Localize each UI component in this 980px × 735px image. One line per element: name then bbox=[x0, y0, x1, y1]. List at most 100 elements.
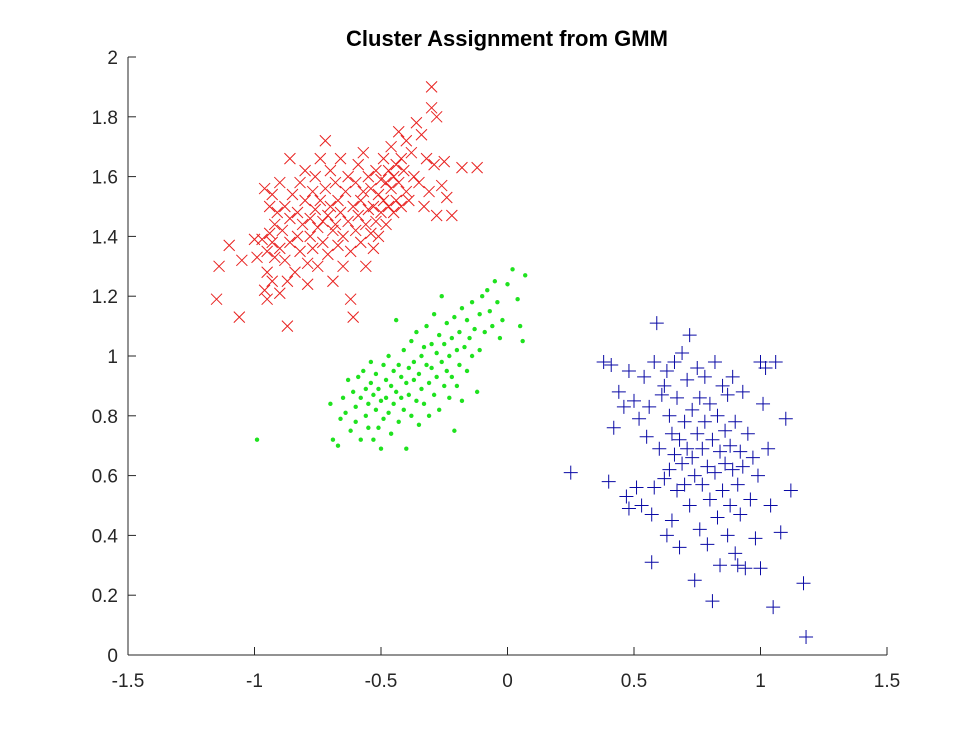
x-marker-point bbox=[261, 293, 274, 306]
x-marker-point bbox=[316, 215, 329, 228]
dot-marker-point bbox=[404, 380, 409, 386]
x-marker-point bbox=[334, 152, 347, 165]
dot-marker-point bbox=[396, 419, 401, 424]
plus-marker-point bbox=[649, 316, 664, 331]
x-marker-point bbox=[258, 284, 271, 297]
x-marker-point bbox=[289, 266, 301, 279]
plus-marker-point bbox=[763, 498, 778, 513]
x-marker-point bbox=[311, 221, 324, 234]
x-marker-point bbox=[306, 242, 319, 255]
x-marker-point bbox=[405, 146, 418, 159]
plus-marker-point bbox=[700, 459, 715, 474]
x-marker-point bbox=[365, 182, 377, 195]
x-tick-label: -0.5 bbox=[365, 671, 398, 692]
dot-marker-point bbox=[474, 389, 480, 395]
y-tick-label: 0.4 bbox=[92, 526, 119, 547]
x-marker-point bbox=[314, 152, 327, 165]
plus-marker-point bbox=[644, 555, 659, 570]
x-marker-point bbox=[385, 140, 397, 153]
x-marker-point bbox=[372, 230, 385, 243]
x-marker-point bbox=[309, 203, 322, 216]
x-marker-point bbox=[471, 161, 483, 174]
plus-marker-point bbox=[697, 369, 712, 384]
scatter-points bbox=[210, 81, 814, 645]
x-marker-point bbox=[273, 176, 286, 189]
dot-marker-point bbox=[452, 314, 457, 320]
plus-marker-point bbox=[728, 414, 743, 429]
x-marker-point bbox=[261, 245, 274, 258]
dot-marker-point bbox=[416, 371, 422, 377]
x-marker-point bbox=[279, 200, 291, 213]
plus-marker-point bbox=[713, 444, 728, 459]
plus-marker-point bbox=[664, 426, 679, 441]
dot-marker-point bbox=[328, 401, 333, 407]
dot-marker-point bbox=[406, 365, 412, 371]
dot-marker-point bbox=[485, 288, 490, 293]
dot-marker-point bbox=[510, 267, 515, 272]
dot-marker-point bbox=[464, 317, 470, 323]
x-marker-point bbox=[390, 194, 403, 207]
dot-marker-point bbox=[411, 359, 417, 365]
dot-marker-point bbox=[452, 428, 457, 433]
x-marker-point bbox=[334, 206, 347, 219]
plus-marker-point bbox=[697, 414, 712, 429]
plus-marker-point bbox=[773, 525, 788, 540]
dot-marker-point bbox=[356, 374, 361, 380]
dot-marker-point bbox=[439, 294, 444, 299]
dot-marker-point bbox=[431, 311, 437, 317]
plus-marker-point bbox=[667, 447, 682, 462]
x-marker-point bbox=[397, 164, 410, 177]
x-marker-point bbox=[347, 200, 360, 213]
x-marker-point bbox=[359, 260, 372, 273]
x-marker-point bbox=[395, 200, 408, 213]
plus-marker-point bbox=[682, 328, 697, 343]
plus-marker-point bbox=[642, 399, 657, 414]
plus-marker-point bbox=[745, 450, 760, 465]
x-marker-point bbox=[339, 185, 352, 198]
x-marker-point bbox=[329, 176, 342, 189]
dot-marker-point bbox=[505, 282, 510, 287]
plus-marker-point bbox=[738, 561, 753, 576]
plus-marker-point bbox=[670, 483, 685, 498]
x-marker-point bbox=[268, 218, 281, 231]
x-marker-point bbox=[294, 176, 306, 189]
plus-marker-point bbox=[659, 528, 674, 543]
dot-marker-point bbox=[409, 338, 414, 344]
plus-marker-point bbox=[659, 363, 674, 378]
x-marker-point bbox=[380, 218, 392, 231]
x-marker-point bbox=[415, 128, 428, 141]
x-marker-point bbox=[370, 215, 382, 228]
x-marker-point bbox=[354, 194, 367, 207]
x-marker-point bbox=[349, 224, 362, 237]
plus-marker-point bbox=[796, 576, 811, 591]
dot-marker-point bbox=[495, 299, 500, 305]
plus-marker-point bbox=[563, 465, 578, 480]
dot-marker-point bbox=[358, 395, 363, 401]
dot-marker-point bbox=[449, 374, 455, 380]
x-marker-point bbox=[284, 236, 296, 249]
x-marker-point bbox=[342, 170, 354, 183]
x-marker-point bbox=[309, 170, 322, 183]
plus-marker-point bbox=[657, 378, 672, 393]
dot-marker-point bbox=[454, 383, 460, 389]
dot-marker-point bbox=[497, 335, 503, 341]
dot-marker-point bbox=[383, 377, 389, 383]
plus-marker-point bbox=[632, 411, 647, 426]
plus-marker-point bbox=[799, 630, 814, 645]
x-marker-point bbox=[266, 275, 279, 288]
dot-marker-point bbox=[371, 437, 376, 442]
dot-marker-point bbox=[447, 395, 452, 401]
dot-marker-point bbox=[335, 443, 341, 448]
plus-marker-point bbox=[662, 462, 677, 477]
plus-marker-point bbox=[735, 384, 750, 399]
plus-marker-point bbox=[675, 346, 690, 361]
plus-marker-point bbox=[743, 492, 758, 507]
x-marker-point bbox=[400, 185, 413, 198]
dot-marker-point bbox=[454, 347, 460, 353]
dot-marker-point bbox=[406, 392, 412, 398]
x-marker-point bbox=[387, 170, 400, 183]
plus-marker-point bbox=[783, 483, 798, 498]
x-marker-point bbox=[367, 242, 380, 255]
dot-marker-point bbox=[358, 437, 363, 442]
dot-marker-point bbox=[419, 386, 424, 392]
